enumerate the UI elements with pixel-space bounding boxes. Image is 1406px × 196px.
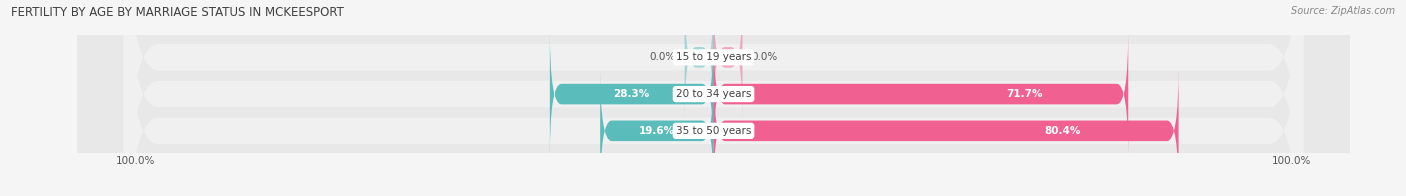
Text: 15 to 19 years: 15 to 19 years [676,52,751,62]
FancyBboxPatch shape [124,0,1303,196]
Text: 35 to 50 years: 35 to 50 years [676,126,751,136]
FancyBboxPatch shape [714,68,1178,194]
Text: FERTILITY BY AGE BY MARRIAGE STATUS IN MCKEESPORT: FERTILITY BY AGE BY MARRIAGE STATUS IN M… [11,6,344,19]
FancyBboxPatch shape [685,0,714,121]
Text: 0.0%: 0.0% [751,52,778,62]
FancyBboxPatch shape [124,0,1303,196]
Text: 71.7%: 71.7% [1007,89,1043,99]
Text: 0.0%: 0.0% [650,52,676,62]
FancyBboxPatch shape [124,0,1303,196]
FancyBboxPatch shape [550,31,714,157]
Text: 28.3%: 28.3% [613,89,650,99]
FancyBboxPatch shape [600,68,714,194]
FancyBboxPatch shape [714,31,1128,157]
Text: 20 to 34 years: 20 to 34 years [676,89,751,99]
Text: Source: ZipAtlas.com: Source: ZipAtlas.com [1291,6,1395,16]
Text: 80.4%: 80.4% [1045,126,1080,136]
FancyBboxPatch shape [714,0,742,121]
Text: 19.6%: 19.6% [638,126,675,136]
